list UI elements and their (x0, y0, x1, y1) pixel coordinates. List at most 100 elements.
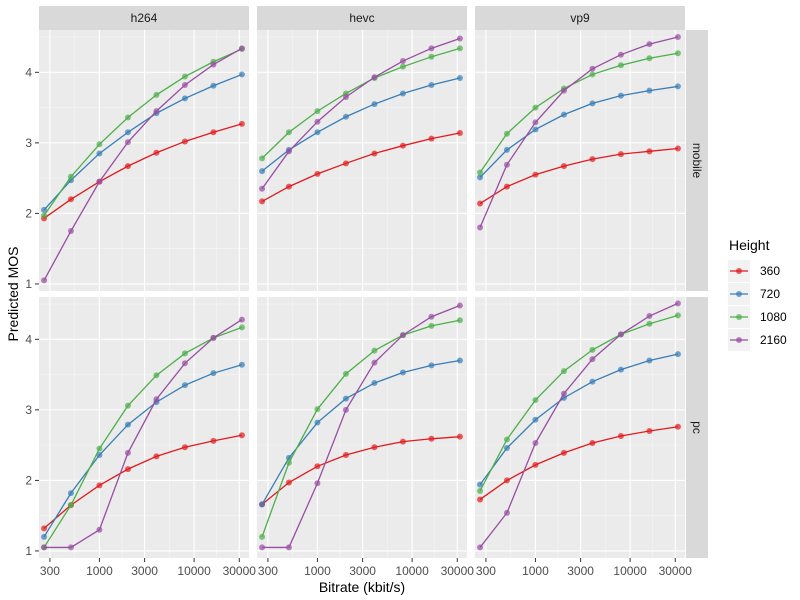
data-point-360 (674, 423, 681, 430)
y-tick-label: 1 (25, 544, 32, 558)
data-point-720 (67, 490, 74, 497)
legend-label: 360 (760, 264, 780, 278)
data-point-1080 (674, 312, 681, 319)
data-point-720 (456, 357, 463, 364)
series-line-1080 (479, 314, 679, 492)
data-point-360 (674, 145, 681, 152)
data-point-360 (503, 183, 510, 190)
data-point-360 (560, 163, 567, 170)
data-point-720 (477, 174, 484, 181)
series-line-720 (479, 353, 679, 486)
series-line-2160 (261, 37, 461, 190)
data-point-360 (285, 479, 292, 486)
data-point-2160 (96, 178, 103, 185)
data-point-1080 (67, 502, 74, 509)
series-line-1080 (479, 52, 679, 173)
data-point-1080 (646, 55, 653, 62)
data-point-720 (617, 92, 624, 99)
data-point-1080 (617, 62, 624, 69)
data-point-720 (646, 87, 653, 94)
legend-label: 1080 (760, 310, 787, 324)
data-point-720 (589, 378, 596, 385)
data-point-720 (399, 90, 406, 97)
data-point-1080 (503, 130, 510, 137)
data-point-2160 (41, 277, 48, 284)
data-point-360 (342, 160, 349, 167)
data-point-360 (314, 463, 321, 470)
data-point-2160 (41, 544, 48, 551)
data-point-1080 (41, 212, 48, 219)
data-point-720 (532, 126, 539, 133)
data-point-1080 (589, 346, 596, 353)
data-point-360 (646, 428, 653, 435)
data-point-2160 (456, 35, 463, 42)
data-point-2160 (399, 58, 406, 65)
data-point-1080 (532, 396, 539, 403)
data-point-720 (503, 444, 510, 451)
data-point-1080 (124, 114, 131, 121)
data-point-360 (456, 433, 463, 440)
strip-hevc (257, 6, 467, 30)
series-line-360 (261, 436, 460, 505)
x-tick-label: 1000 (304, 564, 331, 578)
x-tick-label: 10000 (395, 564, 429, 578)
strip-vp9 (475, 6, 685, 30)
legend-label: 2160 (760, 333, 787, 347)
data-point-360 (153, 149, 160, 156)
data-point-2160 (503, 509, 510, 516)
data-point-360 (124, 466, 131, 473)
strip-label-h264: h264 (131, 11, 158, 25)
data-point-1080 (371, 347, 378, 354)
data-point-2160 (674, 34, 681, 41)
series-line-2160 (479, 302, 679, 548)
data-point-1080 (96, 445, 103, 452)
y-tick-label: 4 (25, 332, 32, 346)
data-point-360 (532, 461, 539, 468)
x-tick-label: 10000 (177, 564, 211, 578)
data-point-2160 (342, 406, 349, 413)
data-point-2160 (532, 119, 539, 126)
series-line-720 (43, 73, 243, 211)
data-point-2160 (589, 65, 596, 72)
panels-layer (39, 30, 685, 558)
data-point-720 (371, 380, 378, 387)
panel-hevc-pc (257, 297, 467, 558)
data-point-2160 (259, 185, 266, 192)
data-point-360 (646, 148, 653, 155)
data-point-360 (181, 138, 188, 145)
x-axis-title: Bitrate (kbit/s) (319, 579, 405, 595)
data-point-720 (238, 71, 245, 78)
series-line-360 (479, 426, 679, 500)
facet-strips: h264 hevc vp9 mobile pc (39, 6, 708, 558)
data-point-2160 (124, 139, 131, 146)
data-point-2160 (477, 544, 484, 551)
y-tick-label: 4 (25, 65, 32, 79)
data-point-2160 (646, 41, 653, 48)
data-point-2160 (503, 161, 510, 168)
data-point-360 (477, 496, 484, 503)
data-point-360 (371, 444, 378, 451)
legend: Height 360 720 1080 2160 (728, 237, 787, 351)
panel-background (257, 30, 467, 291)
series-line-360 (43, 434, 243, 529)
data-point-1080 (342, 370, 349, 377)
panel-h264-pc (39, 297, 249, 558)
strip-label-mobile: mobile (690, 143, 704, 179)
data-point-1080 (674, 50, 681, 57)
data-point-2160 (428, 313, 435, 320)
data-point-720 (41, 206, 48, 213)
data-point-1080 (456, 317, 463, 324)
panel-background (475, 30, 685, 291)
data-point-360 (503, 477, 510, 484)
data-point-720 (342, 395, 349, 402)
data-point-360 (589, 156, 596, 163)
data-point-720 (617, 366, 624, 373)
data-point-720 (589, 100, 596, 107)
data-point-720 (124, 421, 131, 428)
panel-background (475, 297, 685, 558)
legend-key-point (736, 314, 742, 320)
strip-label-pc: pc (690, 421, 704, 434)
data-point-360 (124, 163, 131, 170)
data-point-720 (646, 357, 653, 364)
